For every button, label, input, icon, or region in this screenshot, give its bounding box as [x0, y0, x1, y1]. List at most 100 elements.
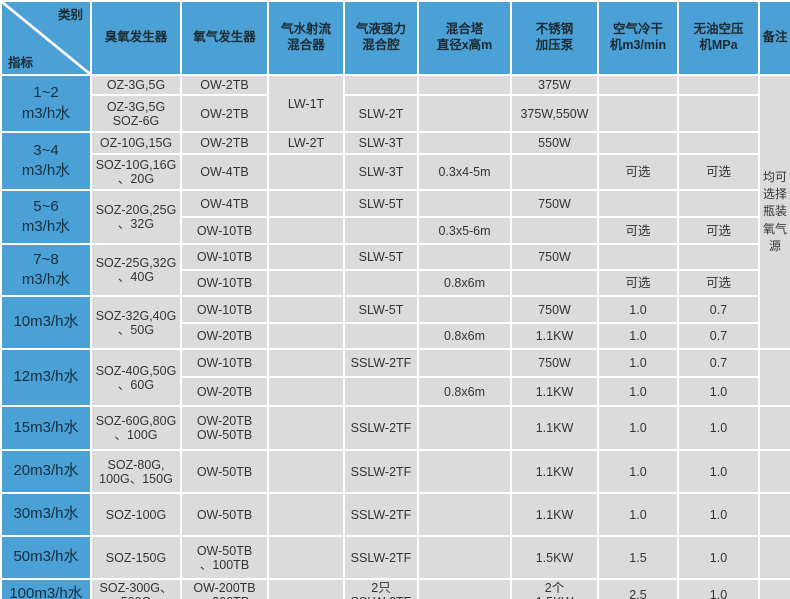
row-label: 7~8 m3/h水	[0, 243, 92, 297]
row-label: 12m3/h水	[0, 348, 92, 407]
cell-jet-mixer	[267, 492, 345, 537]
row-label: 1~2 m3/h水	[0, 74, 92, 133]
cell-pressure-pump: 1.1KW	[510, 376, 599, 407]
cell-oxygen: OW-20TB	[180, 322, 269, 350]
cell-oxygen: OW-4TB	[180, 189, 269, 218]
cell-mixing-chamber: SSLW-2TF	[343, 492, 419, 537]
cell-compressor	[677, 74, 760, 96]
cell-mixing-chamber: SLW-5T	[343, 189, 419, 218]
cell-remark	[758, 405, 790, 451]
cell-jet-mixer	[267, 348, 345, 378]
cell-mixing-tower: 0.3x5-6m	[417, 216, 512, 245]
row-label: 10m3/h水	[0, 295, 92, 350]
cell-compressor: 0.7	[677, 295, 760, 324]
cell-air-dryer: 1.0	[597, 492, 679, 537]
cell-air-dryer: 可选	[597, 269, 679, 297]
cell-mixing-tower	[417, 405, 512, 451]
cell-jet-mixer	[267, 535, 345, 580]
cell-pressure-pump: 375W	[510, 74, 599, 96]
cell-mixing-chamber	[343, 74, 419, 96]
cell-air-dryer: 1.0	[597, 348, 679, 378]
cell-ozone: SOZ-20G,25G 、32G	[90, 189, 182, 245]
cell-remark	[758, 578, 790, 599]
table-row: 7~8 m3/h水 SOZ-25G,32G 、40G OW-10TB SLW-5…	[0, 243, 790, 297]
cell-jet-mixer: LW-1T	[267, 74, 345, 133]
cell-mixing-tower	[417, 94, 512, 133]
cell-pressure-pump: 750W	[510, 243, 599, 271]
cell-oxygen: OW-2TB	[180, 131, 269, 155]
column-header-ozone-generator: 臭氧发生器	[90, 0, 182, 76]
cell-mixing-tower	[417, 74, 512, 96]
cell-mixing-chamber: SSLW-2TF	[343, 535, 419, 580]
cell-jet-mixer: LW-2T	[267, 131, 345, 155]
cell-oxygen: OW-200TB 、300TB	[180, 578, 269, 599]
cell-remark	[758, 348, 790, 407]
column-header-oxygen-generator: 氧气发生器	[180, 0, 269, 76]
cell-compressor: 1.0	[677, 578, 760, 599]
cell-ozone: SOZ-60G,80G 、100G	[90, 405, 182, 451]
cell-air-dryer: 1.0	[597, 376, 679, 407]
cell-oxygen: OW-50TB 、100TB	[180, 535, 269, 580]
table-row: OZ-3G,5G SOZ-6G OW-2TB SLW-2T 375W,550W	[1, 94, 790, 133]
cell-air-dryer	[597, 243, 679, 271]
cell-pressure-pump: 750W	[510, 295, 599, 324]
cell-air-dryer: 1.0	[597, 449, 679, 494]
cell-jet-mixer	[267, 449, 345, 494]
cell-mixing-chamber: 2只 SSLW-2TF	[343, 578, 419, 599]
column-header-remark: 备注	[758, 0, 790, 76]
table-row: 3~4 m3/h水 OZ-10G,15G OW-2TB LW-2T SLW-3T…	[0, 131, 790, 191]
table-row: OW-20TB 0.8x6m 1.1KW 1.0 0.7	[1, 322, 790, 350]
cell-compressor: 1.0	[677, 492, 760, 537]
cell-compressor: 可选	[677, 153, 760, 191]
corner-header-cell: 类别 指标	[0, 0, 92, 76]
cell-remark-note: 均可 选择 瓶装 氧气 源	[758, 74, 790, 350]
cell-mixing-chamber: SSLW-2TF	[343, 348, 419, 378]
table-row: 1~2 m3/h水 OZ-3G,5G OW-2TB LW-1T 375W 均可 …	[0, 74, 790, 350]
table-row: 50m3/h水 SOZ-150G OW-50TB 、100TB SSLW-2TF…	[0, 535, 790, 580]
cell-ozone: SOZ-300G、 500G	[90, 578, 182, 599]
cell-compressor	[677, 94, 760, 133]
cell-pressure-pump: 375W,550W	[510, 94, 599, 133]
cell-compressor: 1.0	[677, 449, 760, 494]
cell-compressor	[677, 189, 760, 218]
cell-mixing-tower: 0.3x4-5m	[417, 153, 512, 191]
cell-air-dryer: 可选	[597, 153, 679, 191]
cell-mixing-chamber: SSLW-2TF	[343, 449, 419, 494]
cell-mixing-chamber	[343, 269, 419, 297]
cell-oxygen: OW-10TB	[180, 243, 269, 271]
row-label: 30m3/h水	[0, 492, 92, 537]
cell-pressure-pump	[510, 216, 599, 245]
cell-oxygen: OW-4TB	[180, 153, 269, 191]
cell-mixing-tower	[417, 535, 512, 580]
cell-mixing-tower	[417, 449, 512, 494]
table-row: 30m3/h水 SOZ-100G OW-50TB SSLW-2TF 1.1KW …	[0, 492, 790, 537]
cell-compressor: 可选	[677, 216, 760, 245]
row-label: 20m3/h水	[0, 449, 92, 494]
cell-air-dryer: 可选	[597, 216, 679, 245]
cell-air-dryer: 1.0	[597, 322, 679, 350]
cell-pressure-pump: 1.5KW	[510, 535, 599, 580]
row-label: 100m3/h水	[0, 578, 92, 599]
corner-indicator-label: 指标	[8, 56, 34, 70]
cell-pressure-pump: 1.1KW	[510, 449, 599, 494]
column-header-air-dryer: 空气冷干 机m3/min	[597, 0, 679, 76]
cell-pressure-pump: 550W	[510, 131, 599, 155]
table-row: OW-10TB 0.8x6m 可选 可选	[1, 269, 790, 297]
cell-oxygen: OW-2TB	[180, 74, 269, 96]
cell-compressor	[677, 243, 760, 271]
column-header-pressure-pump: 不锈钢 加压泵	[510, 0, 599, 76]
cell-remark	[758, 492, 790, 537]
cell-air-dryer	[597, 74, 679, 96]
cell-compressor: 0.7	[677, 322, 760, 350]
cell-mixing-chamber	[343, 376, 419, 407]
cell-mixing-tower	[417, 295, 512, 324]
cell-mixing-chamber: SLW-5T	[343, 243, 419, 271]
cell-air-dryer	[597, 189, 679, 218]
cell-air-dryer: 1.0	[597, 295, 679, 324]
cell-jet-mixer	[267, 376, 345, 407]
cell-mixing-chamber	[343, 322, 419, 350]
cell-mixing-chamber	[343, 216, 419, 245]
table-row: 12m3/h水 SOZ-40G,50G 、60G OW-10TB SSLW-2T…	[0, 348, 790, 407]
cell-remark	[758, 449, 790, 494]
